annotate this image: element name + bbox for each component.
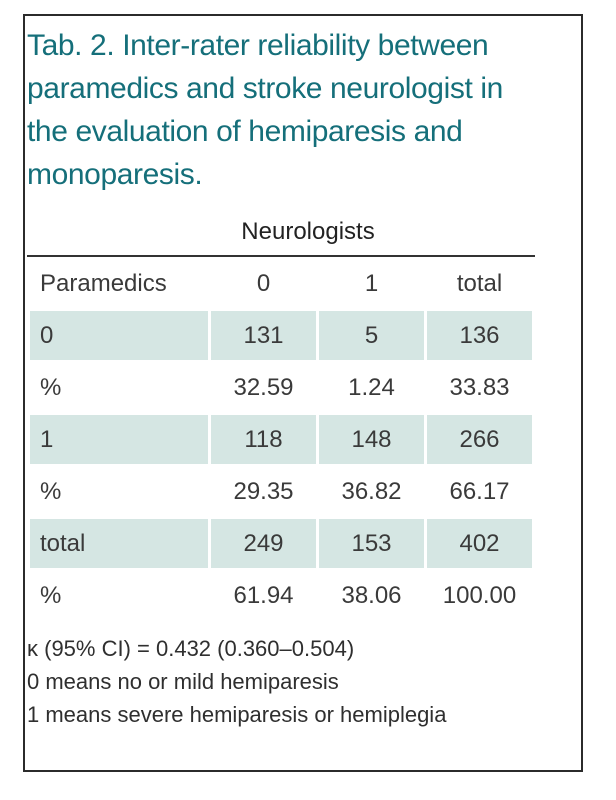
table-row: % 61.94 38.06 100.00 bbox=[30, 571, 532, 623]
header-row: Paramedics 0 1 total bbox=[30, 259, 532, 311]
legend-note-0: 0 means no or mild hemiparesis bbox=[27, 669, 339, 694]
table-cell: 66.17 bbox=[427, 467, 532, 519]
row-label: 1 bbox=[30, 415, 208, 467]
row-label: total bbox=[30, 519, 208, 571]
row-label: % bbox=[30, 571, 208, 623]
legend-note-1: 1 means severe hemiparesis or hemiplegia bbox=[27, 702, 447, 727]
table-caption: Tab. 2. Inter-rater reliability between … bbox=[27, 29, 503, 191]
table-cell: 29.35 bbox=[211, 467, 316, 519]
header-rule bbox=[27, 255, 535, 257]
row-label: % bbox=[30, 467, 208, 519]
table-cell: 36.82 bbox=[319, 467, 424, 519]
table-cell: 32.59 bbox=[211, 363, 316, 415]
table-row: total 249 153 402 bbox=[30, 519, 532, 571]
table-cell: 100.00 bbox=[427, 571, 532, 623]
kappa-note: κ (95% CI) = 0.432 (0.360–0.504) bbox=[27, 636, 355, 661]
table-cell: 33.83 bbox=[427, 363, 532, 415]
table-cell: 1.24 bbox=[319, 363, 424, 415]
header-cell: total bbox=[427, 259, 532, 311]
table-row: % 32.59 1.24 33.83 bbox=[30, 363, 532, 415]
table-cell: 38.06 bbox=[319, 571, 424, 623]
table-cell: 118 bbox=[211, 415, 316, 467]
header-cell: 1 bbox=[319, 259, 424, 311]
reliability-table: Paramedics 0 1 total 0 131 5 136 % 32.59… bbox=[27, 259, 535, 623]
table-cell: 266 bbox=[427, 415, 532, 467]
header-cell: 0 bbox=[211, 259, 316, 311]
table-cell: 148 bbox=[319, 415, 424, 467]
row-label: % bbox=[30, 363, 208, 415]
row-label: 0 bbox=[30, 311, 208, 363]
header-cell: Paramedics bbox=[30, 259, 208, 311]
table-row: 1 118 148 266 bbox=[30, 415, 532, 467]
table-cell: 131 bbox=[211, 311, 316, 363]
table-frame bbox=[23, 14, 583, 772]
table-cell: 136 bbox=[427, 311, 532, 363]
table-cell: 249 bbox=[211, 519, 316, 571]
table-row: % 29.35 36.82 66.17 bbox=[30, 467, 532, 519]
table-cell: 5 bbox=[319, 311, 424, 363]
table-cell: 402 bbox=[427, 519, 532, 571]
table-row: 0 131 5 136 bbox=[30, 311, 532, 363]
table-cell: 153 bbox=[319, 519, 424, 571]
table-cell: 61.94 bbox=[211, 571, 316, 623]
column-group-header: Neurologists bbox=[241, 218, 375, 245]
table-notes: κ (95% CI) = 0.432 (0.360–0.504) 0 means… bbox=[27, 632, 547, 731]
